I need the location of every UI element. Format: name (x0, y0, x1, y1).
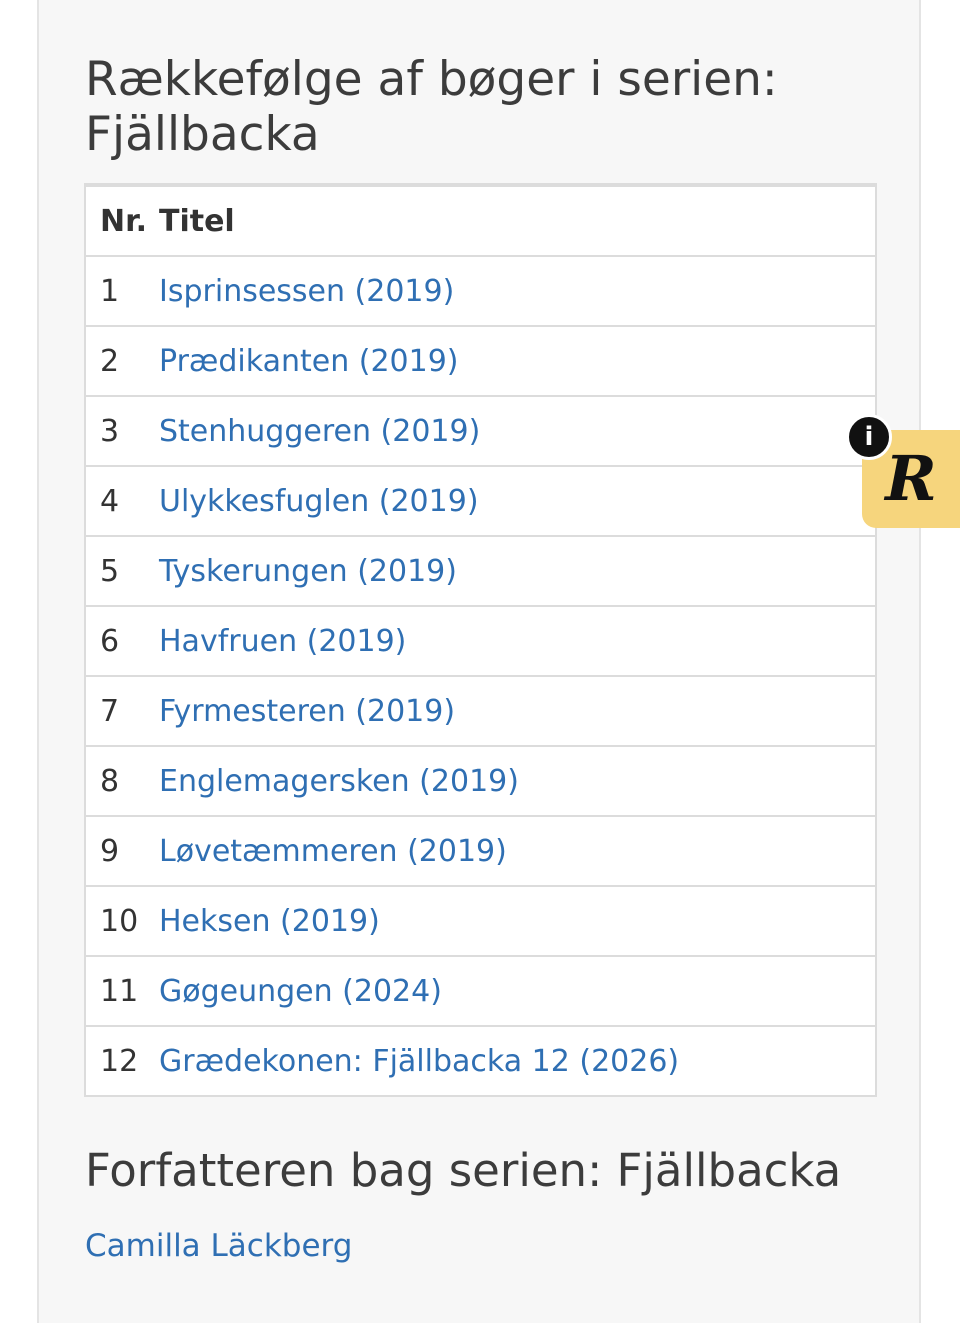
reader-logo-icon: R (885, 442, 937, 515)
author-link[interactable]: Camilla Läckberg (85, 1228, 353, 1264)
table-row: 7 Fyrmesteren (2019) (85, 676, 876, 747)
table-row: 2 Prædikanten (2019) (85, 326, 876, 397)
book-title-link[interactable]: Prædikanten (2019) (159, 343, 459, 379)
series-heading: Rækkefølge af bøger i serien: Fjällbacka (85, 52, 778, 162)
book-title-link[interactable]: Tyskerungen (2019) (159, 553, 457, 589)
info-icon[interactable]: i (846, 414, 892, 460)
book-number: 10 (85, 886, 159, 957)
table-row: 12 Grædekonen: Fjällbacka 12 (2026) (85, 1026, 876, 1097)
book-title-link[interactable]: Stenhuggeren (2019) (159, 413, 481, 449)
book-title-link[interactable]: Løvetæmmeren (2019) (159, 833, 507, 869)
reader-widget-button[interactable]: R (862, 430, 960, 528)
book-number: 11 (85, 956, 159, 1027)
book-number: 7 (85, 676, 159, 747)
book-number: 3 (85, 396, 159, 467)
table-row: 6 Havfruen (2019) (85, 606, 876, 677)
book-title-cell: Gøgeungen (2024) (159, 956, 876, 1027)
table-row: 5 Tyskerungen (2019) (85, 536, 876, 607)
book-order-table: Nr. Titel 1 Isprinsessen (2019) 2 Prædikant… (84, 183, 877, 1097)
book-title-cell: Isprinsessen (2019) (159, 256, 876, 327)
book-title-cell: Englemagersken (2019) (159, 746, 876, 817)
table-row: 9 Løvetæmmeren (2019) (85, 816, 876, 887)
table-row: 4 Ulykkesfuglen (2019) (85, 466, 876, 537)
book-number: 9 (85, 816, 159, 887)
table-row: 3 Stenhuggeren (2019) (85, 396, 876, 467)
book-number: 12 (85, 1026, 159, 1097)
book-title-link[interactable]: Fyrmesteren (2019) (159, 693, 456, 729)
table-row: 11 Gøgeungen (2024) (85, 956, 876, 1027)
book-number: 2 (85, 326, 159, 397)
book-title-cell: Grædekonen: Fjällbacka 12 (2026) (159, 1026, 876, 1097)
table-header-row: Nr. Titel (85, 185, 876, 257)
book-title-cell: Stenhuggeren (2019) (159, 396, 876, 467)
book-title-cell: Løvetæmmeren (2019) (159, 816, 876, 887)
book-title-link[interactable]: Englemagersken (2019) (159, 763, 519, 799)
book-number: 6 (85, 606, 159, 677)
book-number: 5 (85, 536, 159, 607)
book-title-cell: Prædikanten (2019) (159, 326, 876, 397)
book-title-link[interactable]: Ulykkesfuglen (2019) (159, 483, 479, 519)
author-heading: Forfatteren bag serien: Fjällbacka (85, 1144, 842, 1197)
column-header-title: Titel (159, 185, 876, 257)
book-title-cell: Fyrmesteren (2019) (159, 676, 876, 747)
column-header-nr: Nr. (85, 185, 159, 257)
table-row: 1 Isprinsessen (2019) (85, 256, 876, 327)
book-title-cell: Ulykkesfuglen (2019) (159, 466, 876, 537)
book-title-cell: Havfruen (2019) (159, 606, 876, 677)
book-number: 4 (85, 466, 159, 537)
book-title-link[interactable]: Grædekonen: Fjällbacka 12 (2026) (159, 1043, 680, 1079)
book-title-link[interactable]: Isprinsessen (2019) (159, 273, 455, 309)
book-title-link[interactable]: Gøgeungen (2024) (159, 973, 442, 1009)
table-row: 10 Heksen (2019) (85, 886, 876, 957)
table-row: 8 Englemagersken (2019) (85, 746, 876, 817)
book-title-link[interactable]: Havfruen (2019) (159, 623, 407, 659)
book-title-cell: Tyskerungen (2019) (159, 536, 876, 607)
book-rows: 1 Isprinsessen (2019) 2 Prædikanten (2019) 3… (85, 256, 876, 1097)
book-number: 8 (85, 746, 159, 817)
book-title-cell: Heksen (2019) (159, 886, 876, 957)
book-number: 1 (85, 256, 159, 327)
book-title-link[interactable]: Heksen (2019) (159, 903, 380, 939)
